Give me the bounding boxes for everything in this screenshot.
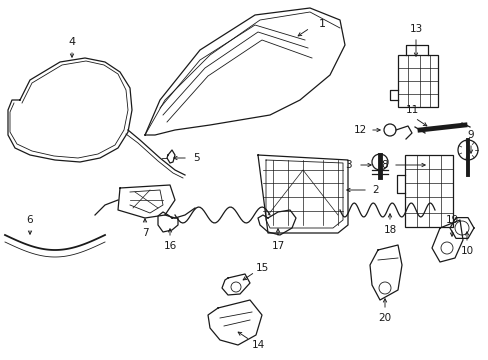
Text: 19: 19 [445, 215, 458, 225]
Text: 16: 16 [163, 241, 176, 251]
Text: 9: 9 [467, 130, 473, 140]
Text: 20: 20 [378, 313, 391, 323]
Text: 1: 1 [318, 19, 325, 29]
Text: 12: 12 [353, 125, 366, 135]
Text: 4: 4 [68, 37, 76, 47]
Bar [404, 155, 452, 227]
Bar [397, 55, 437, 107]
Text: 10: 10 [460, 246, 472, 256]
Text: 15: 15 [255, 263, 268, 273]
Text: 8: 8 [381, 160, 387, 170]
Text: 6: 6 [27, 215, 33, 225]
Text: 18: 18 [383, 225, 396, 235]
Text: 3: 3 [344, 160, 350, 170]
Text: 5: 5 [193, 153, 200, 163]
Text: 7: 7 [142, 228, 148, 238]
Text: 17: 17 [271, 241, 284, 251]
Text: 2: 2 [372, 185, 379, 195]
Polygon shape [258, 155, 347, 233]
Text: 11: 11 [405, 105, 418, 115]
Text: 13: 13 [408, 24, 422, 34]
Text: 14: 14 [251, 340, 264, 350]
